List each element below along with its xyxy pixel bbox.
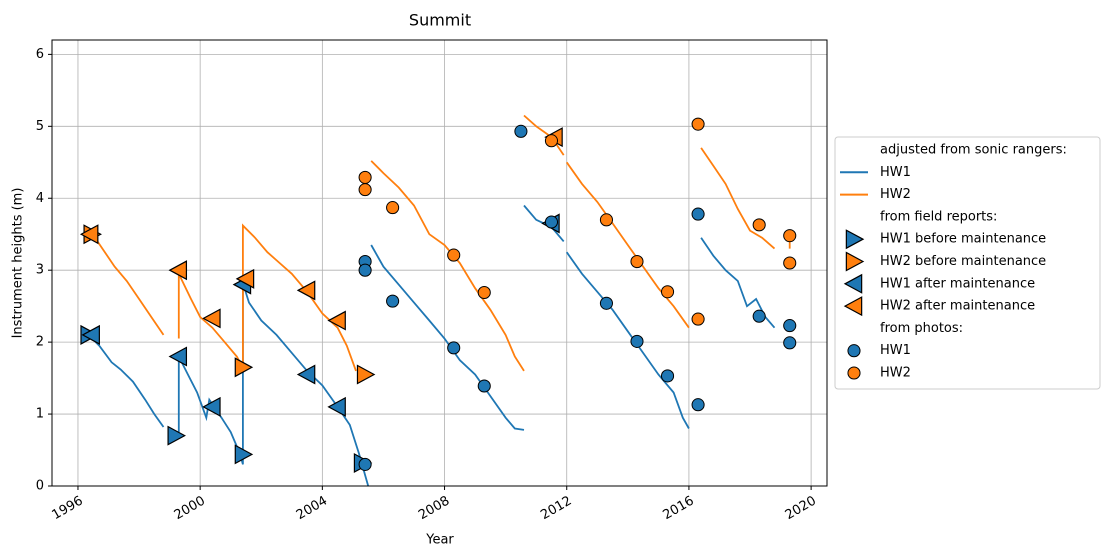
data-point xyxy=(691,312,705,326)
data-point xyxy=(235,268,255,289)
x-tick-label: 2016 xyxy=(661,494,697,524)
legend-label: HW1 xyxy=(880,165,911,180)
data-point xyxy=(358,183,372,197)
y-tick-label: 6 xyxy=(36,47,44,62)
y-tick-label: 2 xyxy=(36,335,44,350)
legend-label: HW1 before maintenance xyxy=(880,232,1046,247)
x-tick-label: 2012 xyxy=(538,494,574,524)
y-tick-label: 4 xyxy=(36,191,44,206)
legend-swatch xyxy=(845,251,865,272)
data-point xyxy=(386,201,400,215)
data-point xyxy=(79,224,99,245)
data-point xyxy=(544,134,559,148)
plot-area xyxy=(79,114,797,486)
x-axis-label: Year xyxy=(425,533,454,548)
y-tick-label: 3 xyxy=(36,263,44,278)
data-point xyxy=(296,280,316,301)
legend-swatch xyxy=(847,344,861,358)
x-tick-label: 2000 xyxy=(172,494,208,524)
data-point xyxy=(477,285,491,300)
data-point xyxy=(544,215,559,229)
data-point xyxy=(599,213,613,227)
legend-swatch xyxy=(847,366,861,380)
data-point xyxy=(783,229,797,243)
data-point xyxy=(752,309,766,323)
legend-label: HW2 before maintenance xyxy=(880,254,1046,269)
chart-title: Summit xyxy=(409,11,471,30)
data-point xyxy=(168,260,188,281)
x-tick-label: 1996 xyxy=(50,494,86,524)
data-point xyxy=(358,457,372,471)
data-point xyxy=(358,170,372,184)
data-point xyxy=(691,117,705,131)
data-point xyxy=(358,263,372,277)
data-point xyxy=(327,396,346,417)
data-point xyxy=(81,324,100,345)
data-point xyxy=(168,346,188,367)
legend-header: adjusted from sonic rangers: xyxy=(880,143,1067,158)
legend-swatch xyxy=(843,296,863,317)
legend-header: from field reports: xyxy=(880,209,997,224)
data-point xyxy=(691,207,705,221)
legend: adjusted from sonic rangers: HW1 HW2 from f… xyxy=(834,136,1101,390)
axes-frame xyxy=(51,39,828,487)
data-point xyxy=(477,379,491,393)
data-point xyxy=(660,285,675,299)
data-point xyxy=(783,336,797,350)
data-point xyxy=(783,256,797,270)
legend-swatch xyxy=(843,273,863,294)
data-point xyxy=(202,396,221,417)
y-axis-label: Instrument heights (m) xyxy=(11,188,26,339)
data-point xyxy=(447,248,461,262)
legend-header: from photos: xyxy=(880,321,963,336)
data-point xyxy=(691,398,705,412)
data-point xyxy=(514,124,528,138)
data-point xyxy=(386,294,400,308)
data-point xyxy=(234,357,254,378)
data-point xyxy=(327,310,346,331)
data-point xyxy=(783,319,797,333)
data-point xyxy=(296,364,316,385)
data-point xyxy=(167,425,186,446)
y-tick-label: 5 xyxy=(36,119,44,134)
data-point xyxy=(234,444,254,465)
data-point xyxy=(599,296,613,310)
legend-label: HW2 xyxy=(880,187,911,202)
legend-label: HW1 xyxy=(880,343,911,358)
legend-label: HW1 after maintenance xyxy=(880,276,1035,291)
data-point xyxy=(660,369,675,383)
legend-swatch xyxy=(845,229,865,250)
data-point xyxy=(752,218,766,232)
y-tick-label: 0 xyxy=(36,479,44,494)
x-tick-label: 2020 xyxy=(783,494,819,524)
data-point xyxy=(356,364,376,385)
x-tick-label: 2008 xyxy=(416,494,452,524)
x-tick-label: 2004 xyxy=(294,494,330,524)
legend-box xyxy=(834,136,1101,390)
series-line xyxy=(86,204,776,486)
data-point xyxy=(630,334,644,348)
y-tick-label: 1 xyxy=(36,407,44,422)
data-point xyxy=(447,341,461,355)
legend-label: HW2 xyxy=(880,366,911,381)
data-point xyxy=(202,308,221,329)
legend-label: HW2 after maintenance xyxy=(880,299,1035,314)
data-point xyxy=(630,255,644,269)
grid xyxy=(52,40,827,487)
